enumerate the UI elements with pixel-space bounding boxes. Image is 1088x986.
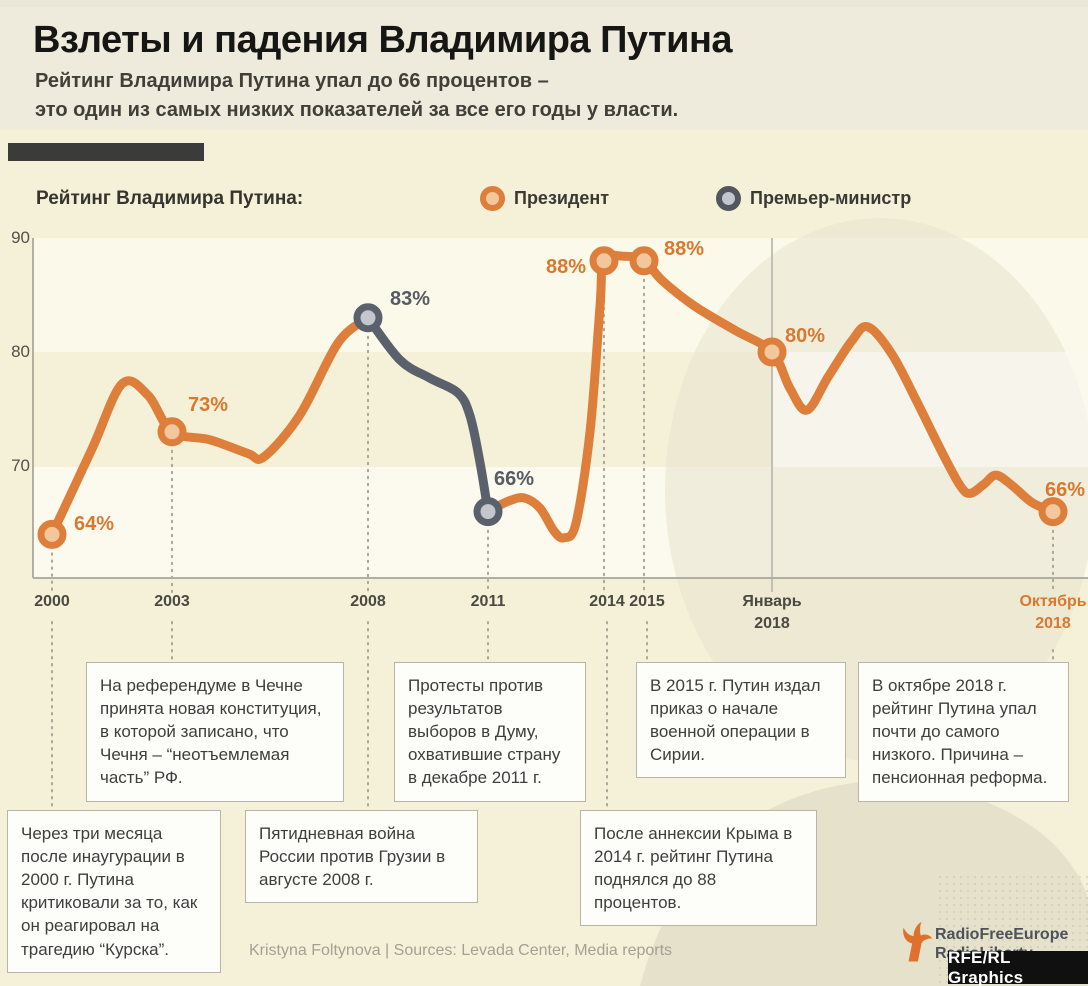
y-tick-label-90: 90 bbox=[11, 228, 30, 247]
rating-curve-pm-1 bbox=[363, 313, 493, 517]
data-point-2000 bbox=[37, 519, 67, 549]
header: Взлеты и падения Владимира Путина Рейтин… bbox=[0, 7, 1088, 130]
logo-line-1: RadioFreeEurope bbox=[935, 926, 1069, 943]
data-point-Январь 2018 bbox=[757, 337, 787, 367]
subtitle-line-1: Рейтинг Владимира Путина упал до 66 проц… bbox=[35, 70, 549, 92]
dotted-connectors bbox=[51, 278, 1054, 811]
legend-item-president: Президент bbox=[480, 186, 609, 211]
axes bbox=[32, 238, 1088, 579]
x-tick-line-1: Январь bbox=[742, 593, 802, 610]
x-tick-line-1: 2014 bbox=[589, 593, 625, 610]
highlight-band-right bbox=[772, 352, 1088, 467]
rating-curve-president-0 bbox=[47, 313, 373, 539]
data-point-2011 bbox=[473, 497, 503, 527]
annotation-box-2008: Пятидневная война России против Грузии в… bbox=[245, 810, 478, 904]
data-point-2015 bbox=[629, 246, 659, 276]
x-tick-line-1: 2011 bbox=[470, 593, 506, 610]
x-tick-label-Октябрь-2018: Октябрь 2018 bbox=[998, 591, 1088, 635]
data-point-2014 bbox=[589, 246, 619, 276]
x-tick-label-2000: 2000 bbox=[0, 591, 107, 613]
data-point-label-Январь 2018: 80% bbox=[785, 325, 826, 347]
data-point-label-2008: 83% bbox=[390, 287, 431, 310]
x-tick-line-1: 2015 bbox=[629, 593, 665, 610]
data-point-label-2003: 73% bbox=[188, 393, 229, 416]
data-point-dots bbox=[37, 246, 1068, 549]
data-point-Октябрь 2018 bbox=[1038, 497, 1068, 527]
data-point-label-2011: 66% bbox=[494, 467, 535, 490]
x-tick-line-1: 2008 bbox=[350, 593, 386, 610]
x-tick-line-1: 2000 bbox=[34, 593, 70, 610]
x-tick-label-2014: 2014 bbox=[552, 591, 662, 613]
data-point-label-2015: 88% bbox=[664, 237, 705, 260]
x-tick-line-1: 2003 bbox=[154, 593, 190, 610]
x-tick-label-2003: 2003 bbox=[117, 591, 227, 613]
rferl-torch-icon bbox=[903, 921, 933, 962]
legend-item-pm: Премьер-министр bbox=[716, 186, 911, 211]
x-tick-label-Январь-2018: Январь 2018 bbox=[717, 591, 827, 635]
pm-series-dot-icon bbox=[716, 186, 741, 211]
credit-line: Kristyna Foltynova | Sources: Levada Cen… bbox=[249, 942, 673, 959]
y-tick-label-70: 70 bbox=[11, 456, 30, 475]
x-tick-label-2015: 2015 bbox=[592, 591, 702, 613]
annotation-box-2011: Протесты против результатов выборов в Ду… bbox=[394, 662, 586, 802]
decorative-bar bbox=[8, 143, 204, 161]
annotation-box-2000: Через три месяца после инаугурации в 200… bbox=[7, 810, 221, 973]
legend-item-label: Президент bbox=[514, 188, 610, 208]
x-tick-line-2: 2018 bbox=[754, 615, 790, 632]
data-point-2003 bbox=[157, 417, 187, 447]
x-tick-line-2: 2018 bbox=[1035, 615, 1071, 632]
legend-title: Рейтинг Владимира Путина: bbox=[36, 188, 304, 209]
annotation-box-2003: На референдуме в Чечне принята новая кон… bbox=[86, 662, 344, 802]
president-series-dot-icon bbox=[480, 186, 505, 211]
x-tick-label-2008: 2008 bbox=[313, 591, 423, 613]
x-tick-line-1: Октябрь bbox=[1019, 593, 1087, 610]
x-tick-label-2011: 2011 bbox=[433, 591, 543, 613]
data-point-label-Октябрь 2018: 66% bbox=[1045, 478, 1086, 501]
subtitle-line-2: это один из самых низких показателей за … bbox=[35, 99, 679, 121]
annotation-box-2014: После аннексии Крыма в 2014 г. рейтинг П… bbox=[580, 810, 817, 927]
annotation-box-2015: В 2015 г. Путин издал приказ о начале во… bbox=[636, 662, 846, 779]
page-title: Взлеты и падения Владимира Путина bbox=[33, 19, 733, 61]
y-tick-label-80: 80 bbox=[11, 342, 30, 361]
annotation-box-oct-2018: В октябре 2018 г. рейтинг Путина упал по… bbox=[858, 662, 1069, 802]
top-strip bbox=[0, 0, 1088, 7]
data-point-label-2000: 64% bbox=[74, 513, 115, 536]
data-point-2008 bbox=[353, 303, 383, 333]
data-point-label-2014: 88% bbox=[546, 255, 587, 278]
chart-legend: Рейтинг Владимира Путина: Президент Прем… bbox=[36, 184, 1088, 216]
graphics-badge: RFE/RL Graphics bbox=[948, 948, 1088, 986]
legend-item-label: Премьер-министр bbox=[750, 188, 912, 208]
